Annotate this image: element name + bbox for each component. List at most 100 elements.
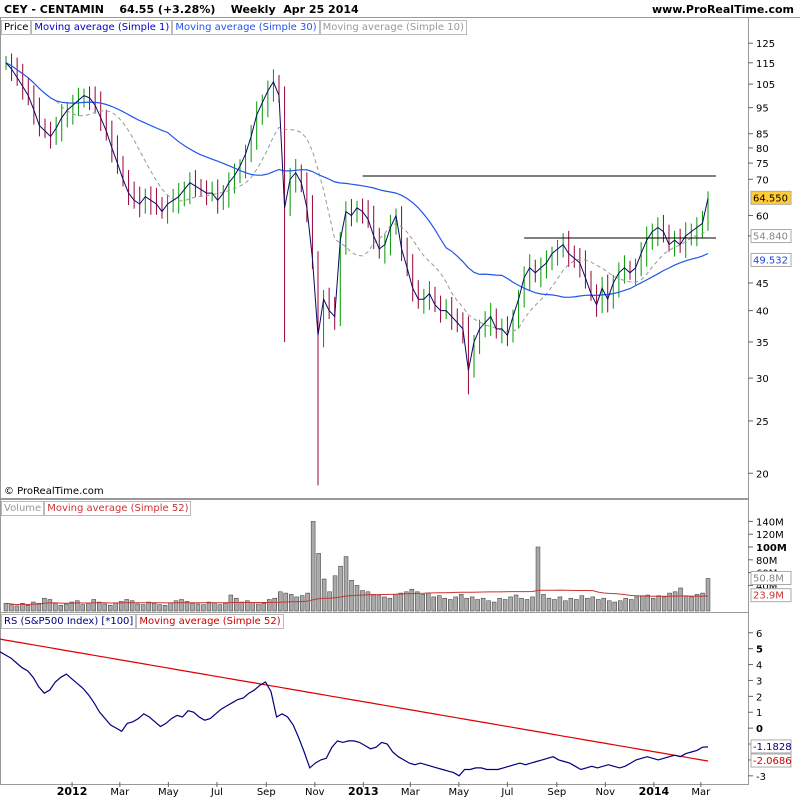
volume-bar <box>480 597 486 612</box>
x-tick-label: 2013 <box>348 785 379 798</box>
ma30-last-badge-bg <box>750 252 792 267</box>
volume-bar <box>705 578 711 612</box>
ma10-line <box>5 62 709 333</box>
volume-bar <box>206 601 212 612</box>
volume-bar <box>47 599 53 612</box>
volume-bar <box>36 603 42 612</box>
volume-bar <box>618 600 623 612</box>
volume-bar <box>557 596 563 612</box>
rs-last-badge: -1.1828 <box>753 742 792 753</box>
volume-bar <box>25 604 31 612</box>
legend-rs-ma52[interactable]: Moving average (Simple 52) <box>136 614 284 629</box>
volume-bar <box>689 596 694 612</box>
volume-bar <box>288 594 294 612</box>
volume-bar <box>118 601 124 612</box>
volume-bar <box>486 600 491 612</box>
volume-ma-last-badge-bg <box>750 588 792 603</box>
volume-bar <box>53 603 58 612</box>
volume-bar <box>365 591 371 612</box>
volume-bar <box>524 599 530 612</box>
volume-bar <box>168 602 173 612</box>
volume-bar <box>140 604 146 612</box>
rs-ma-last-badge: -2.0686 <box>753 756 792 767</box>
rs-last-badge-bg <box>750 739 792 754</box>
x-tick-label: Nov <box>305 787 325 798</box>
volume-bar <box>552 599 557 612</box>
volume-bar <box>672 591 678 612</box>
volume-y-tick-label: 120M <box>756 530 784 541</box>
volume-bar <box>162 604 168 612</box>
volume-bar <box>502 599 508 612</box>
volume-bar <box>623 597 628 612</box>
volume-bar <box>431 596 437 612</box>
period-label: Weekly Apr 25 2014 <box>230 3 359 16</box>
x-tick-label: Sep <box>257 787 276 798</box>
volume-bar <box>272 597 277 612</box>
legend-ma1[interactable]: Moving average (Simple 1) <box>31 20 173 35</box>
volume-bar <box>404 591 409 612</box>
volume-bar <box>64 603 69 612</box>
rs-y-tick-label: 4 <box>756 661 762 672</box>
price-last-badge-bg <box>750 190 792 205</box>
volume-bar <box>530 596 535 612</box>
legend-price[interactable]: Price <box>1 20 32 35</box>
volume-bar <box>607 600 612 612</box>
volume-bar <box>80 604 86 612</box>
ma10-last-badge-bg <box>750 229 792 244</box>
price-y-tick-label: 25 <box>756 417 769 428</box>
volume-bar <box>667 592 672 612</box>
rs-panel-frame <box>0 612 749 785</box>
volume-bar <box>387 597 393 612</box>
volume-bar <box>469 596 475 612</box>
volume-bar <box>650 597 656 612</box>
volume-bar <box>574 599 579 612</box>
rs-ma-last-badge-bg <box>750 753 792 768</box>
volume-bar <box>217 604 223 612</box>
volume-bar <box>508 596 513 612</box>
volume-bar <box>3 603 9 612</box>
volume-y-tick-label: 40M <box>756 581 777 592</box>
legend-ma30[interactable]: Moving average (Simple 30) <box>172 20 320 35</box>
volume-bar <box>612 601 617 612</box>
x-tick-label: Mar <box>401 787 421 798</box>
legend-volume-ma52[interactable]: Moving average (Simple 52) <box>44 501 192 516</box>
legend-rs[interactable]: RS (S&P500 Index) [*100] <box>1 614 137 629</box>
volume-bar <box>42 597 47 612</box>
chart-header: CEY - CENTAMIN 64.55 (+3.28%) Weekly Apr… <box>4 3 359 16</box>
volume-last-badge: 50.8M <box>753 573 784 584</box>
legend-volume[interactable]: Volume <box>1 501 45 516</box>
volume-bar <box>58 604 64 612</box>
volume-bar <box>97 601 102 612</box>
price-y-tick-label: 45 <box>756 279 769 290</box>
volume-bar <box>415 591 420 612</box>
volume-bar <box>151 603 157 612</box>
volume-bar <box>376 595 382 612</box>
volume-bar <box>9 604 14 612</box>
volume-bar <box>310 521 316 612</box>
price-y-tick-label: 85 <box>756 130 769 141</box>
volume-bar <box>541 594 546 612</box>
volume-bar <box>546 597 552 612</box>
volume-bar <box>332 575 338 612</box>
price-y-tick-label: 95 <box>756 104 769 115</box>
volume-bar <box>585 597 590 612</box>
volume-bar <box>129 600 135 612</box>
legend-ma10[interactable]: Moving average (Simple 10) <box>319 20 467 35</box>
volume-bar <box>20 603 25 612</box>
volume-bar <box>223 603 228 612</box>
volume-ma-last-badge: 23.9M <box>753 591 784 602</box>
volume-bar <box>596 599 601 612</box>
volume-bar <box>190 603 195 612</box>
volume-bar <box>102 603 107 612</box>
volume-bar <box>31 601 36 612</box>
volume-last-badge-bg <box>750 570 792 585</box>
rs-legend: RS (S&P500 Index) [*100] Moving average (… <box>1 614 284 629</box>
volume-bar <box>563 600 568 612</box>
rs-y-tick-label: 5 <box>756 645 763 656</box>
volume-bar <box>256 603 261 612</box>
volume-bar <box>398 592 404 612</box>
volume-bar <box>694 594 700 612</box>
volume-bar <box>458 594 464 612</box>
volume-bar <box>579 595 585 612</box>
x-tick-label: Jul <box>500 787 513 798</box>
